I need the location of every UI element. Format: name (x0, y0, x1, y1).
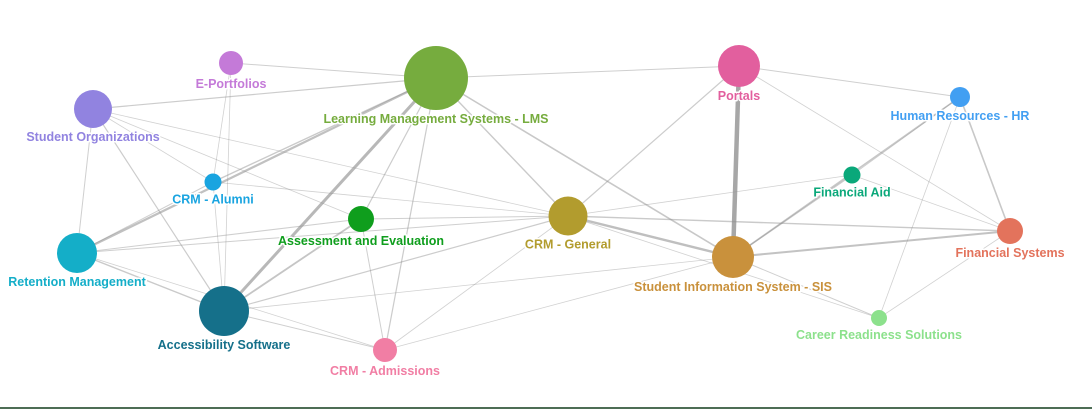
retention-label: Retention Management (8, 275, 146, 289)
crm-alumni-circle[interactable] (204, 173, 222, 191)
e-portfolios-label: E-Portfolios (196, 77, 267, 91)
edge-assessment-crm-admissions (360, 218, 386, 351)
edge-portals-financial-systems (738, 65, 1011, 232)
edge-hr-financial-systems (959, 96, 1011, 232)
hr-circle[interactable] (950, 87, 970, 107)
student-orgs-label: Student Organizations (26, 130, 159, 144)
crm-general-label: CRM - General (525, 238, 611, 252)
sis-circle[interactable] (712, 236, 754, 278)
crm-admissions-circle[interactable] (373, 338, 397, 362)
edge-student-orgs-retention (76, 108, 94, 254)
edge-lms-accessibility (222, 76, 438, 313)
edge-crm-general-financial-systems (567, 215, 1011, 232)
accessibility-label: Accessibility Software (158, 338, 291, 352)
e-portfolios-circle[interactable] (219, 51, 243, 75)
hr-label: Human Resources - HR (891, 109, 1030, 123)
bottom-rule (0, 407, 1092, 409)
edge-lms-retention (76, 77, 437, 254)
career-readiness-circle[interactable] (871, 310, 887, 326)
node-financial-systems[interactable]: Financial Systems (954, 218, 1066, 262)
sis-label: Student Information System - SIS (634, 280, 832, 294)
node-lms[interactable]: Learning Management Systems - LMS (322, 46, 550, 128)
financial-systems-circle[interactable] (997, 218, 1023, 244)
edge-e-portfolios-crm-alumni (212, 62, 232, 183)
node-e-portfolios[interactable]: E-Portfolios (194, 51, 268, 93)
edge-crm-alumni-crm-general (212, 181, 569, 217)
edge-e-portfolios-lms (230, 62, 437, 79)
edge-crm-general-sis (567, 214, 734, 259)
edge-accessibility-sis (223, 256, 734, 312)
node-crm-alumni[interactable]: CRM - Alumni (171, 173, 255, 208)
edge-sis-financial-systems (732, 230, 1011, 258)
node-portals[interactable]: Portals (716, 45, 762, 105)
edge-crm-general-portals (567, 65, 740, 217)
edge-portals-hr (738, 65, 961, 98)
node-hr[interactable]: Human Resources - HR (889, 87, 1031, 125)
node-career-readiness[interactable]: Career Readiness Solutions (794, 310, 964, 344)
node-crm-general[interactable]: CRM - General (523, 196, 613, 253)
node-sis[interactable]: Student Information System - SIS (633, 236, 833, 296)
node-retention[interactable]: Retention Management (7, 233, 148, 291)
edge-student-orgs-crm-general (92, 108, 569, 217)
node-crm-admissions[interactable]: CRM - Admissions (329, 338, 442, 380)
edge-lms-sis (435, 77, 734, 258)
edge-crm-general-crm-admissions (384, 215, 569, 351)
crm-general-circle[interactable] (548, 196, 588, 236)
lms-circle[interactable] (404, 46, 468, 110)
edge-accessibility-crm-admissions (223, 310, 386, 351)
student-orgs-circle[interactable] (74, 90, 112, 128)
edge-hr-career-readiness (878, 96, 961, 319)
node-accessibility[interactable]: Accessibility Software (156, 286, 292, 354)
lms-label: Learning Management Systems - LMS (323, 112, 548, 126)
edge-financial-aid-financial-systems (851, 174, 1011, 232)
edge-lms-crm-admissions (384, 77, 437, 351)
edge-sis-crm-admissions (384, 256, 734, 351)
edge-sis-career-readiness (732, 256, 880, 319)
edge-assessment-crm-general (360, 215, 569, 220)
node-financial-aid[interactable]: Financial Aid (812, 166, 892, 201)
financial-aid-circle[interactable] (843, 166, 861, 184)
edge-e-portfolios-accessibility (223, 62, 232, 312)
node-assessment[interactable]: Assessment and Evaluation (276, 206, 446, 250)
accessibility-circle[interactable] (199, 286, 249, 336)
edge-retention-assessment (76, 218, 362, 254)
edge-retention-accessibility (76, 252, 225, 312)
node-student-orgs[interactable]: Student Organizations (25, 90, 161, 146)
assessment-label: Assessment and Evaluation (278, 234, 444, 248)
edge-student-orgs-accessibility (92, 108, 225, 312)
financial-aid-label: Financial Aid (813, 186, 890, 200)
edge-crm-general-financial-aid (567, 174, 853, 217)
edges-layer (76, 62, 1011, 351)
portals-circle[interactable] (718, 45, 760, 87)
financial-systems-label: Financial Systems (955, 246, 1064, 260)
nodes-layer: Student Organizations E-Portfolios CRM - A… (7, 45, 1066, 380)
career-readiness-label: Career Readiness Solutions (796, 328, 962, 342)
assessment-circle[interactable] (348, 206, 374, 232)
retention-circle[interactable] (57, 233, 97, 273)
edge-portals-sis (730, 65, 742, 258)
crm-alumni-label: CRM - Alumni (172, 193, 253, 207)
edge-retention-crm-general (76, 215, 569, 254)
portals-label: Portals (718, 89, 760, 103)
edge-student-orgs-crm-alumni (92, 108, 214, 183)
edge-lms-portals (435, 65, 740, 79)
edge-financial-aid-sis (732, 174, 853, 258)
crm-admissions-label: CRM - Admissions (330, 364, 440, 378)
edge-hr-financial-aid (851, 96, 961, 176)
edge-student-orgs-assessment (92, 108, 362, 220)
edge-student-orgs-lms (92, 77, 437, 110)
edge-accessibility-crm-general (223, 215, 569, 312)
edge-financial-systems-career-readiness (878, 230, 1011, 319)
edge-accessibility-assessment (223, 218, 362, 312)
